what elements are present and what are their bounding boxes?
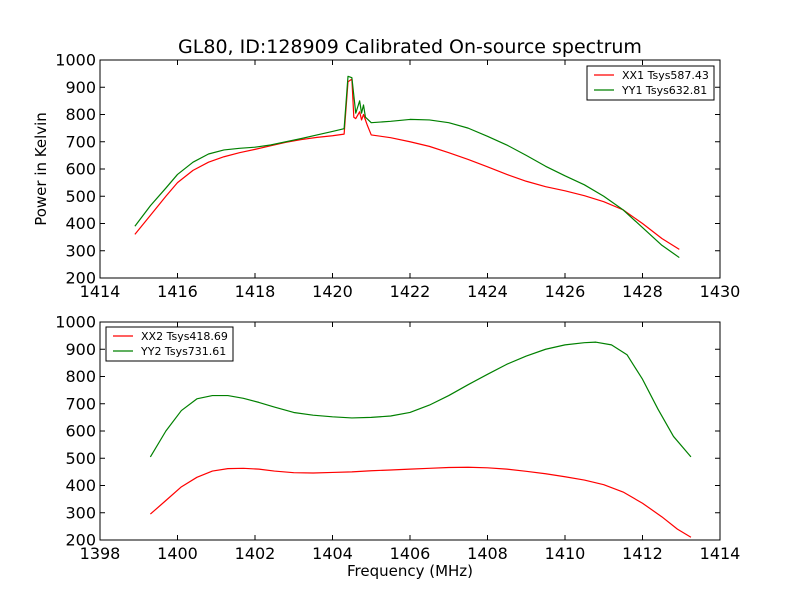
top-y-tick-label: 500 [65,187,96,206]
bottom-y-tick-label: 600 [65,422,96,441]
top-y-tick-label: 400 [65,214,96,233]
bottom-y-tick-label: 1000 [55,313,96,332]
bottom-x-tick-label: 1400 [157,544,198,563]
top-x-tick-label: 1414 [80,282,121,301]
bottom-series-line-2 [149,341,692,458]
top-x-tick-label: 1420 [312,282,353,301]
bottom-chart: 1398 1400 1402 1404 1406 1408 1410 1412 1414 200 3… [55,313,740,581]
bottom-legend: XX2 Tsys418.69 YY2 Tsys731.61 [105,326,234,362]
bottom-y-tick-label: 400 [65,476,96,495]
bottom-x-tick-label: 1402 [235,544,276,563]
legend-label-xx2: XX2 Tsys418.69 [141,330,228,343]
top-x-tick-label: 1426 [545,282,586,301]
top-y-tick-label: 200 [65,269,96,288]
bottom-y-tick-label: 200 [65,531,96,550]
bottom-x-tick-label: 1408 [467,544,508,563]
top-x-tick-label: 1428 [622,282,663,301]
bottom-x-tick-label: 1398 [80,544,121,563]
top-ticks-group: 1414 1416 1418 1420 1422 1424 1426 1428 1430 200 3… [55,51,740,302]
bottom-ticks-group: 1398 1400 1402 1404 1406 1408 1410 1412 1414 200 3… [55,313,740,564]
bottom-series-group [149,341,692,538]
legend-label-yy1: YY1 Tsys632.81 [621,84,707,97]
top-y-tick-label: 800 [65,105,96,124]
bottom-x-tick-label: 1410 [545,544,586,563]
top-y-tick-label: 600 [65,160,96,179]
bottom-x-tick-label: 1404 [312,544,353,563]
top-y-tick-label: 900 [65,78,96,97]
top-chart: GL80, ID:128909 Calibrated On-source spe… [32,36,740,301]
bottom-y-tick-label: 300 [65,503,96,522]
top-x-tick-label: 1422 [390,282,431,301]
bottom-x-axis-title: Frequency (MHz) [347,562,473,580]
bottom-y-tick-label: 700 [65,394,96,413]
bottom-x-tick-label: 1412 [622,544,663,563]
top-x-tick-label: 1416 [157,282,198,301]
top-x-tick-label: 1424 [467,282,508,301]
bottom-series-line-1 [149,466,692,538]
bottom-y-tick-label: 800 [65,367,96,386]
top-legend-box [586,65,715,101]
top-chart-title: GL80, ID:128909 Calibrated On-source spe… [178,36,642,58]
legend-label-yy2: YY2 Tsys731.61 [140,345,226,358]
top-legend: XX1 Tsys587.43 YY1 Tsys632.81 [586,65,715,101]
top-y-tick-label: 1000 [55,51,96,70]
bottom-y-tick-label: 500 [65,449,96,468]
top-x-tick-label: 1430 [700,282,741,301]
bottom-x-tick-label: 1414 [700,544,741,563]
top-y-axis-title: Power in Kelvin [32,112,50,226]
bottom-y-tick-label: 900 [65,340,96,359]
top-series-line-2 [134,75,680,259]
top-y-tick-label: 700 [65,132,96,151]
legend-label-xx1: XX1 Tsys587.43 [622,69,709,82]
bottom-legend-box [105,326,234,362]
bottom-x-tick-label: 1406 [390,544,431,563]
top-series-line-1 [134,78,680,250]
top-y-tick-label: 300 [65,241,96,260]
top-series-group [134,75,680,259]
top-x-tick-label: 1418 [235,282,276,301]
